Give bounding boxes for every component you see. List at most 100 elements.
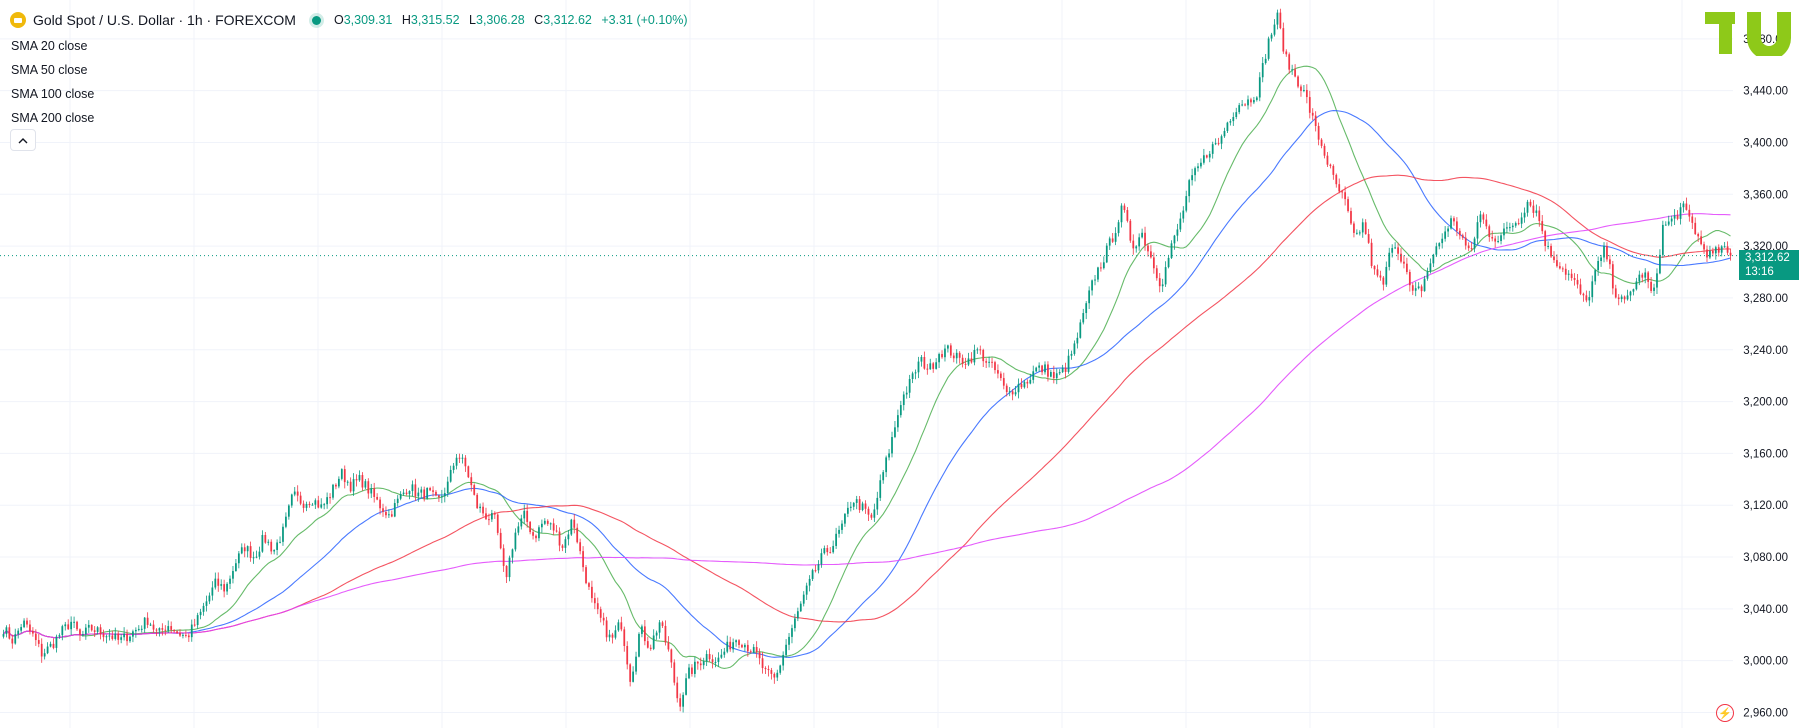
candle-body xyxy=(794,618,796,629)
candle-body xyxy=(1167,257,1170,268)
candle xyxy=(952,352,955,363)
candle-body xyxy=(1609,259,1611,265)
candle-body xyxy=(1205,155,1208,158)
candle-body xyxy=(823,548,826,554)
candle-body xyxy=(373,488,376,497)
candle xyxy=(1485,214,1488,230)
candle-body xyxy=(1261,63,1264,78)
candle-body xyxy=(799,603,802,612)
candle-body xyxy=(976,349,979,351)
candle xyxy=(1108,236,1111,250)
candle-body xyxy=(308,503,311,505)
candle xyxy=(905,386,908,399)
candle-body xyxy=(152,624,155,630)
indicator-sma-100[interactable]: SMA 100 close xyxy=(11,87,95,101)
candle-body xyxy=(961,357,964,364)
candle-body xyxy=(967,358,970,365)
lightning-icon[interactable]: ⚡ xyxy=(1716,704,1734,722)
candle xyxy=(885,455,888,478)
candle-body xyxy=(261,535,264,552)
candle-body xyxy=(46,646,49,654)
candle xyxy=(941,350,943,359)
candle xyxy=(758,648,761,665)
candle-body xyxy=(638,633,640,657)
candle-body xyxy=(146,617,149,625)
candle-body xyxy=(417,492,420,497)
candle xyxy=(1629,290,1632,302)
candle xyxy=(1517,218,1520,226)
candle-body xyxy=(1494,238,1497,242)
candle-body xyxy=(779,665,782,673)
candle-body xyxy=(1520,217,1523,224)
symbol-title[interactable]: Gold Spot / U.S. Dollar · 1h · FOREXCOM xyxy=(33,12,296,28)
y-tick-label: 3,120.00 xyxy=(1743,500,1788,512)
candle xyxy=(1197,163,1199,172)
candle-body xyxy=(829,552,832,554)
candle xyxy=(1326,152,1329,168)
candle xyxy=(746,640,749,657)
candle xyxy=(176,630,178,634)
candle-body xyxy=(305,503,308,508)
candle xyxy=(8,624,11,640)
candle xyxy=(1703,241,1705,254)
candle xyxy=(335,483,337,490)
candle xyxy=(676,676,679,703)
candle xyxy=(320,498,323,509)
candle xyxy=(652,629,655,651)
candle-body xyxy=(70,621,73,630)
candle xyxy=(1561,266,1564,273)
candle xyxy=(1408,269,1411,292)
candle xyxy=(567,529,570,546)
candle-body xyxy=(982,349,985,362)
candle-body xyxy=(108,635,111,637)
collapse-legend-button[interactable] xyxy=(10,129,36,151)
candle-body xyxy=(1567,273,1570,275)
candle-body xyxy=(1255,97,1258,101)
candle-body xyxy=(1208,153,1211,158)
candle xyxy=(1335,173,1338,188)
candle xyxy=(1358,230,1361,236)
candle-body xyxy=(1361,222,1364,233)
candle-body xyxy=(567,534,570,540)
candle xyxy=(1367,228,1370,244)
candle-body xyxy=(167,626,170,631)
candle-body xyxy=(267,541,270,543)
candle-body xyxy=(1032,371,1035,380)
candle xyxy=(1429,258,1432,274)
candle-body xyxy=(1464,237,1467,246)
candle xyxy=(1464,232,1467,250)
candle xyxy=(791,624,793,644)
candle xyxy=(1061,364,1064,374)
ohlc-open: 3,309.31 xyxy=(343,13,393,27)
candle xyxy=(564,536,567,554)
candle-body xyxy=(908,379,911,393)
candle-body xyxy=(885,457,888,473)
candle-body xyxy=(1176,229,1179,236)
candle-body xyxy=(1076,337,1079,344)
indicator-legend: SMA 20 close SMA 50 close SMA 100 close … xyxy=(11,34,94,130)
candle-body xyxy=(358,475,361,481)
market-open-icon xyxy=(311,15,321,25)
indicator-sma-20[interactable]: SMA 20 close xyxy=(11,39,88,53)
candle xyxy=(1261,56,1264,83)
candle xyxy=(32,627,34,637)
candle xyxy=(608,629,611,642)
candle xyxy=(1467,242,1470,252)
candle-body xyxy=(1394,247,1397,249)
candle-body xyxy=(1473,238,1476,249)
candle xyxy=(1397,242,1399,261)
candle xyxy=(1188,178,1191,203)
candle-body xyxy=(235,563,237,572)
candle xyxy=(1441,233,1444,249)
candle xyxy=(688,663,690,680)
candle xyxy=(643,620,646,646)
candle-body xyxy=(73,621,75,623)
candle-body xyxy=(770,670,773,674)
candle-body xyxy=(1188,180,1191,197)
candle-body xyxy=(379,499,381,509)
indicator-sma-200[interactable]: SMA 200 close xyxy=(11,111,95,125)
indicator-sma-50[interactable]: SMA 50 close xyxy=(11,63,88,77)
candle xyxy=(855,495,858,510)
candle-body xyxy=(79,629,81,635)
